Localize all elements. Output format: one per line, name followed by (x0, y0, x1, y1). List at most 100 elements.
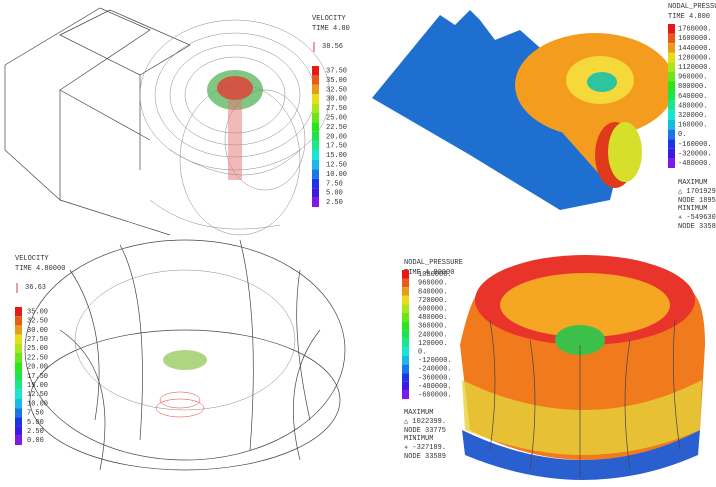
legend-label: -480000. (418, 383, 452, 391)
legend-swatch (402, 373, 409, 382)
legend-swatch (312, 188, 319, 198)
legend-swatch (668, 52, 675, 63)
legend-label: 5.00 (27, 419, 44, 427)
legend-swatch (402, 270, 409, 279)
legend-swatch (15, 307, 22, 317)
maximum-label: MAXIMUM (678, 179, 707, 187)
legend-label: 800000. (678, 83, 707, 91)
legend-label: 25.00 (326, 115, 347, 123)
legend-swatch (402, 278, 409, 288)
panel-title: NODAL_PRESSURE (404, 259, 463, 267)
legend-label: 35.00 (27, 308, 48, 316)
panel-time: TIME 4.80000 (15, 265, 65, 273)
legend-swatch (15, 380, 22, 390)
legend-swatch (402, 313, 409, 322)
legend-label: 7.50 (326, 180, 343, 188)
legend-swatch (312, 66, 319, 76)
legend-swatch (312, 141, 319, 151)
legend-label: 25.00 (27, 345, 48, 353)
legend-label: 15.00 (326, 152, 347, 160)
legend-label: 840000. (418, 288, 447, 296)
legend-swatch (668, 81, 675, 92)
legend-label: 720000. (418, 297, 447, 305)
legend-label: 32.50 (326, 86, 347, 94)
legend-label: -320000. (678, 150, 712, 158)
legend-swatch (15, 334, 22, 344)
minimum-label: MINIMUM (404, 435, 433, 443)
legend-label: 240000. (418, 331, 447, 339)
velocity-casing-view (4, 7, 331, 236)
legend-label: 1760000. (678, 26, 712, 34)
legend-label: 20.00 (326, 133, 347, 141)
velocity-runner-view (24, 239, 346, 471)
pressure-runner-view (460, 255, 705, 480)
legend-swatch (312, 103, 319, 113)
legend-swatch (668, 139, 675, 149)
legend-label: -360000. (418, 374, 452, 382)
legend-swatch (402, 330, 409, 339)
legend-label: 10.00 (27, 400, 48, 408)
legend-swatch (668, 33, 675, 44)
legend-label: -160000. (678, 141, 712, 149)
legend-swatch (15, 426, 22, 436)
maximum-value: △ 1701929. (678, 188, 716, 196)
legend-label: -120000. (418, 357, 452, 365)
panel-time: TIME 4.80 (312, 25, 350, 33)
legend-label: -240000. (418, 366, 452, 374)
legend-label: 600000. (418, 306, 447, 314)
legend-label: 320000. (678, 112, 707, 120)
legend-label: 0. (678, 131, 686, 139)
legend-label: 32.50 (27, 318, 48, 326)
legend-swatch (15, 362, 22, 372)
legend-swatch (15, 408, 22, 418)
legend-swatch (312, 113, 319, 123)
legend-swatch (402, 381, 409, 391)
legend-swatch (668, 120, 675, 130)
vector-reference: 36.63 (25, 284, 46, 292)
legend-label: 27.50 (326, 105, 347, 113)
legend-swatch (402, 347, 409, 356)
legend-swatch (15, 435, 22, 445)
legend-swatch (402, 287, 409, 296)
legend-label: 2.50 (27, 428, 44, 436)
legend-swatch (668, 158, 675, 168)
legend-swatch (15, 316, 22, 326)
legend-swatch (402, 295, 409, 305)
legend-swatch (312, 131, 319, 142)
legend-label: 2.50 (326, 199, 343, 207)
legend-swatch (15, 325, 22, 335)
legend-swatch (312, 84, 319, 95)
legend-swatch (668, 24, 675, 34)
maximum-node: NODE 18956 (678, 197, 716, 205)
legend-swatch (312, 178, 319, 189)
legend-label: 360000. (418, 323, 447, 331)
panel-time: TIME 4.800 (668, 13, 710, 21)
legend-swatch (312, 75, 319, 85)
panel-time: TIME 4.80000 (404, 269, 454, 277)
legend-swatch (668, 72, 675, 82)
legend-swatch (402, 390, 409, 399)
vector-reference: 38.56 (322, 43, 343, 51)
legend-label: 0. (418, 349, 426, 357)
minimum-node: NODE 33589 (404, 453, 446, 461)
legend-swatch (668, 62, 675, 72)
legend-swatch (402, 356, 409, 365)
legend-swatch (668, 91, 675, 101)
pressure-casing-view (372, 10, 675, 210)
legend-label: 15.00 (27, 382, 48, 390)
legend-label: 1120000. (678, 64, 712, 72)
legend-label: 480000. (678, 102, 707, 110)
legend-label: 1440000. (678, 45, 712, 53)
legend-label: 30.00 (326, 96, 347, 104)
legend-swatch (668, 43, 675, 53)
legend-label: 640000. (678, 93, 707, 101)
legend-label: 35.00 (326, 77, 347, 85)
legend-swatch (312, 122, 319, 132)
legend-label: 20.00 (27, 364, 48, 372)
legend-swatch (402, 338, 409, 348)
maximum-value: △ 1022399. (404, 418, 446, 426)
legend-swatch (668, 148, 675, 159)
legend-swatch (15, 353, 22, 363)
legend-label: 5.00 (326, 190, 343, 198)
panel-title: VELOCITY (15, 255, 49, 263)
